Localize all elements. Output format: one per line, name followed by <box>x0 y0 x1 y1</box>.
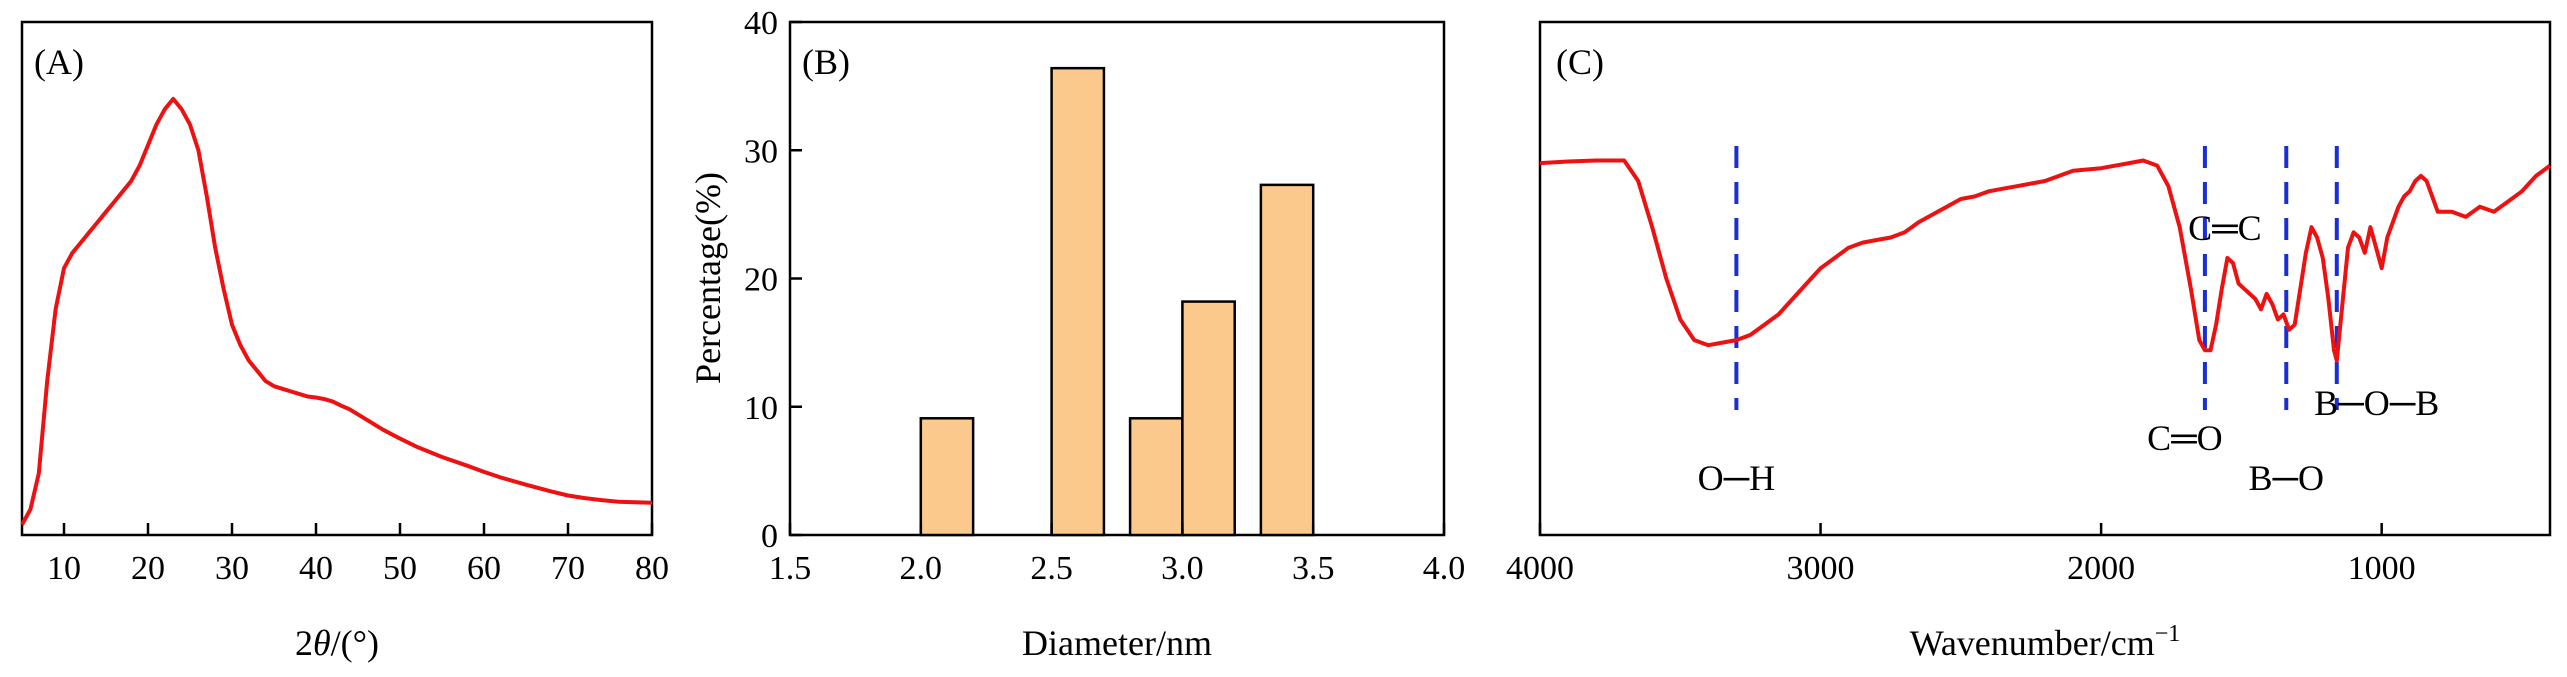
panel-b-x-tick-label: 4.0 <box>1423 550 1466 587</box>
panel-a-x-axis-title: 2θ/(°) <box>295 623 379 663</box>
panel-a-x-tick-label: 40 <box>299 550 333 587</box>
panel-c-annotation-label: B─O─B <box>2314 383 2439 423</box>
panel-b-y-tick-label: 0 <box>761 518 778 555</box>
panel-b-bar <box>919 417 975 537</box>
panel-b-x-tick-label: 2.5 <box>1030 550 1073 587</box>
panel-a-x-axis-title-suffix: /(°) <box>331 623 379 663</box>
panel-b-y-tick-label: 10 <box>744 390 778 427</box>
panel-c-annotation-label: C═C <box>2188 208 2262 248</box>
panel-b-x-tick-label: 3.5 <box>1292 550 1335 587</box>
panel-b: (B) 1.5 2.0 2.5 3.0 3.5 4.0 0 10 20 30 40 Diamete… <box>688 5 1465 663</box>
panel-b-bar <box>1050 66 1106 537</box>
panel-a-x-tick-label: 60 <box>467 550 501 587</box>
panel-a-x-ticks: 10 20 30 40 50 60 70 80 <box>47 523 669 587</box>
panel-a-xrd-curve <box>20 96 653 526</box>
panel-c-x-axis-title-base: Wavenumber/cm <box>1910 623 2155 663</box>
panel-a-x-axis-title-prefix: 2 <box>295 623 313 663</box>
panel-c-band-markers <box>1734 146 2339 410</box>
panel-b-bar <box>1181 300 1236 537</box>
panel-c-x-tick-label: 1000 <box>2348 550 2416 587</box>
panel-b-y-axis-title: Percentage(%) <box>688 172 728 384</box>
panel-c-x-axis-title: Wavenumber/cm−1 <box>1910 621 2181 663</box>
panel-a-x-axis-title-theta: θ <box>313 623 331 663</box>
panel-b-y-ticks: 0 10 20 30 40 <box>744 5 802 555</box>
panel-b-frame <box>788 20 1446 537</box>
panel-c-x-tick-label: 4000 <box>1506 550 1574 587</box>
panel-c-annotations: O─H C═O C═C B─O B─O─B <box>1698 208 2440 498</box>
panel-c-annotation-label: C═O <box>2147 418 2223 458</box>
panel-c: (C) 4000 3000 2000 1000 O─H C═O C═C B─O B─O─B W… <box>1506 20 2552 663</box>
panel-c-x-axis-title-superscript: −1 <box>2155 621 2181 647</box>
panel-b-x-tick-label: 1.5 <box>769 550 812 587</box>
panel-b-x-tick-label: 3.0 <box>1161 550 1204 587</box>
panel-a-x-tick-label: 50 <box>383 550 417 587</box>
panel-c-x-tick-label: 3000 <box>1787 550 1855 587</box>
panel-a-x-tick-label: 70 <box>551 550 585 587</box>
panel-b-label: (B) <box>802 42 850 82</box>
panel-a-x-tick-label: 30 <box>215 550 249 587</box>
panel-a-frame <box>20 20 654 537</box>
panel-c-frame <box>1538 20 2552 537</box>
panel-a-x-tick-label: 20 <box>131 550 165 587</box>
panel-b-y-tick-label: 20 <box>744 262 778 299</box>
panel-a-label: (A) <box>34 42 84 82</box>
panel-a: (A) 10 20 30 40 50 60 70 80 2θ/(°) <box>20 20 669 663</box>
panel-b-y-tick-label: 40 <box>744 5 778 42</box>
panel-b-bars <box>919 66 1315 537</box>
panel-c-label: (C) <box>1556 42 1604 82</box>
panel-c-x-tick-label: 2000 <box>2067 550 2135 587</box>
panel-b-x-axis-title: Diameter/nm <box>1022 623 1212 663</box>
panel-b-y-tick-label: 30 <box>744 133 778 170</box>
panel-c-ftir-curve <box>1539 158 2552 363</box>
panel-b-bar <box>1128 417 1184 537</box>
panel-a-x-tick-label: 10 <box>47 550 81 587</box>
panel-b-bar <box>1259 183 1315 537</box>
panel-a-x-tick-label: 80 <box>635 550 669 587</box>
panel-b-x-ticks: 1.5 2.0 2.5 3.0 3.5 4.0 <box>769 523 1466 587</box>
panel-c-annotation-label: O─H <box>1698 458 1776 498</box>
panel-c-x-ticks: 4000 3000 2000 1000 <box>1506 523 2416 587</box>
panel-b-x-tick-label: 2.0 <box>900 550 943 587</box>
panel-c-annotation-label: B─O <box>2249 458 2325 498</box>
